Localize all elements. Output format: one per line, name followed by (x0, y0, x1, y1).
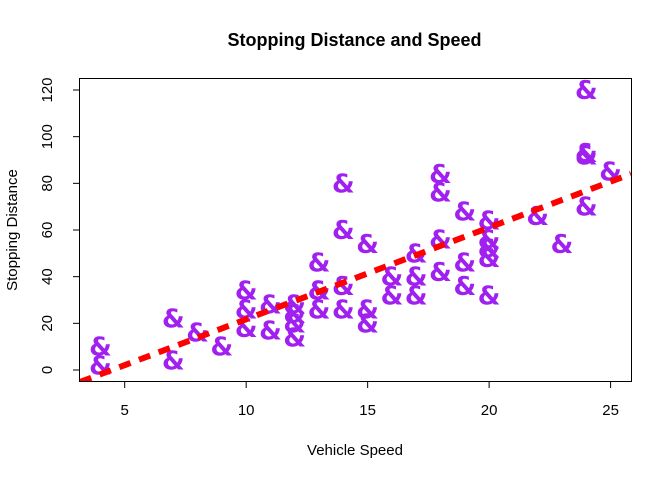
y-tick-label: 20 (39, 315, 56, 332)
y-tick-label: 100 (39, 124, 56, 149)
x-tick-label: 15 (359, 402, 376, 419)
x-tick-label: 20 (481, 402, 498, 419)
data-point: & (332, 169, 355, 199)
data-point: & (356, 309, 379, 339)
data-point: & (551, 230, 574, 260)
data-point: & (332, 216, 355, 246)
x-axis: 5 10 15 20 25 (121, 381, 619, 419)
data-point: & (211, 333, 234, 363)
y-tick-label: 60 (39, 222, 56, 239)
data-point: & (332, 272, 355, 302)
data-point: & (356, 230, 379, 260)
data-point: & (429, 179, 452, 209)
data-point: & (381, 281, 404, 311)
chart-title: Stopping Distance and Speed (227, 30, 481, 50)
y-tick-label: 0 (39, 366, 56, 374)
y-tick-label: 40 (39, 268, 56, 285)
x-tick-label: 25 (602, 402, 619, 419)
data-point: & (453, 272, 476, 302)
data-point: & (429, 258, 452, 288)
data-point: & (283, 323, 306, 353)
data-point: & (429, 225, 452, 255)
data-point: & (478, 244, 501, 274)
data-point: & (332, 295, 355, 325)
data-point: & (381, 263, 404, 293)
y-axis-label: Stopping Distance (4, 169, 21, 291)
y-axis: 0 20 40 60 80 100 120 (39, 77, 80, 374)
data-point: & (308, 295, 331, 325)
data-point: & (259, 316, 282, 346)
data-point: & (162, 305, 185, 335)
data-point: & (405, 281, 428, 311)
x-tick-label: 5 (121, 402, 129, 419)
data-point: & (89, 333, 112, 363)
regression-line (80, 171, 631, 381)
data-point: & (575, 76, 598, 106)
data-point: & (429, 160, 452, 190)
data-point: & (235, 295, 258, 325)
data-point: & (478, 281, 501, 311)
data-point: & (283, 309, 306, 339)
data-point: & (283, 300, 306, 330)
x-axis-label: Vehicle Speed (307, 442, 403, 459)
x-tick-label: 10 (238, 402, 255, 419)
data-point: & (405, 263, 428, 293)
data-point: & (186, 319, 209, 349)
data-point: & (575, 141, 598, 171)
data-point: & (575, 139, 598, 169)
data-point: & (308, 249, 331, 279)
data-point: & (453, 197, 476, 227)
data-point: & (575, 193, 598, 223)
data-point: & (162, 347, 185, 377)
y-tick-label: 120 (39, 77, 56, 102)
data-point: & (235, 277, 258, 307)
data-point: & (478, 235, 501, 265)
data-point: & (599, 158, 622, 188)
y-tick-label: 80 (39, 175, 56, 192)
data-point: & (453, 249, 476, 279)
data-point: & (356, 295, 379, 325)
data-points: && && & &&&&&&&&&& &&&&&&&&&&&&&&&&&&&&&&&&&… (89, 76, 622, 381)
